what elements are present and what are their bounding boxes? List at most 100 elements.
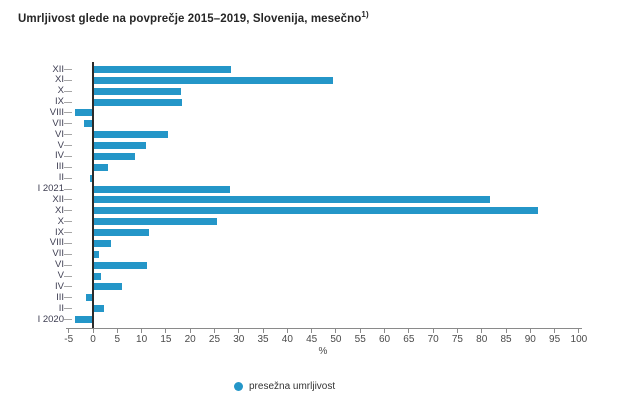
bar bbox=[93, 87, 182, 95]
category-label: I 2020 bbox=[37, 313, 64, 325]
bar bbox=[93, 185, 230, 193]
y-tick bbox=[64, 308, 72, 310]
x-tick bbox=[456, 329, 458, 333]
y-tick bbox=[64, 221, 72, 223]
x-tick bbox=[578, 329, 580, 333]
bar bbox=[93, 76, 333, 84]
bar bbox=[93, 229, 149, 237]
category-label: XII bbox=[52, 193, 64, 205]
bar bbox=[93, 196, 490, 204]
bar bbox=[84, 120, 93, 128]
x-tick bbox=[213, 329, 215, 333]
x-tick-label: 95 bbox=[549, 334, 561, 345]
category-label: IV bbox=[55, 280, 64, 292]
x-tick-label: 85 bbox=[500, 334, 512, 345]
x-tick bbox=[432, 329, 434, 333]
y-tick bbox=[64, 188, 72, 190]
y-tick bbox=[64, 199, 72, 201]
bar bbox=[93, 98, 183, 106]
x-tick-label: 60 bbox=[378, 334, 391, 345]
x-tick bbox=[92, 329, 94, 333]
bar bbox=[93, 250, 100, 258]
y-tick bbox=[64, 319, 72, 320]
x-tick-label: 0 bbox=[90, 334, 96, 345]
x-tick bbox=[286, 329, 288, 333]
y-tick bbox=[64, 232, 72, 234]
bar bbox=[93, 152, 136, 160]
x-axis-title: % bbox=[318, 346, 328, 357]
category-label: V bbox=[57, 270, 64, 282]
x-tick bbox=[189, 329, 191, 333]
category-label: III bbox=[56, 291, 64, 303]
category-label: VIII bbox=[49, 237, 64, 249]
bar bbox=[93, 66, 231, 73]
category-label: II bbox=[58, 172, 64, 184]
category-label: VIII bbox=[49, 106, 64, 118]
x-tick-label: 65 bbox=[403, 334, 415, 345]
category-label: I 2021 bbox=[37, 183, 64, 195]
legend: presežna umrljivost bbox=[234, 381, 335, 392]
category-label: IV bbox=[55, 150, 64, 162]
x-tick-label: -5 bbox=[64, 334, 74, 345]
zero-axis-line bbox=[92, 62, 94, 328]
bar bbox=[75, 316, 93, 323]
x-tick-label: 55 bbox=[354, 334, 366, 345]
y-tick bbox=[64, 90, 72, 92]
bar bbox=[93, 261, 147, 269]
y-tick bbox=[64, 145, 72, 147]
x-tick-label: 25 bbox=[208, 334, 221, 345]
x-tick bbox=[141, 329, 143, 333]
y-tick bbox=[64, 112, 72, 114]
category-label: XI bbox=[55, 74, 64, 86]
category-label: VI bbox=[55, 128, 64, 140]
bar bbox=[75, 109, 93, 117]
y-tick bbox=[64, 297, 72, 299]
x-tick-label: 90 bbox=[524, 334, 536, 345]
x-tick-label: 100 bbox=[570, 334, 588, 345]
y-tick bbox=[64, 155, 72, 157]
category-label: III bbox=[56, 161, 64, 173]
bar bbox=[93, 305, 104, 313]
x-tick bbox=[384, 329, 386, 333]
bar bbox=[93, 239, 112, 247]
x-tick-label: 5 bbox=[114, 334, 121, 345]
category-label: IX bbox=[55, 96, 64, 108]
x-tick bbox=[335, 329, 337, 333]
y-tick bbox=[64, 166, 72, 168]
x-tick bbox=[529, 329, 531, 333]
y-tick bbox=[64, 79, 72, 81]
category-label: V bbox=[57, 139, 64, 151]
x-tick bbox=[68, 329, 70, 333]
chart-title-text: Umrljivost glede na povprečje 2015–2019,… bbox=[18, 12, 362, 25]
x-tick-label: 20 bbox=[184, 334, 196, 345]
category-label: VI bbox=[55, 259, 64, 271]
category-label: XI bbox=[55, 204, 64, 216]
y-tick bbox=[64, 177, 72, 179]
bar bbox=[90, 174, 93, 182]
x-tick bbox=[505, 329, 507, 333]
x-tick-label: 80 bbox=[476, 334, 488, 345]
y-tick bbox=[64, 275, 72, 277]
bar bbox=[93, 131, 169, 139]
category-label: X bbox=[57, 215, 64, 227]
x-tick bbox=[165, 329, 167, 333]
bar bbox=[93, 142, 146, 150]
x-tick-label: 30 bbox=[233, 334, 245, 345]
x-tick bbox=[408, 329, 410, 333]
category-label: X bbox=[57, 85, 64, 97]
bar bbox=[93, 272, 101, 280]
x-tick bbox=[238, 329, 240, 333]
x-tick-label: 45 bbox=[306, 334, 318, 345]
x-tick bbox=[311, 329, 313, 333]
bar bbox=[93, 207, 538, 215]
x-tick-label: 35 bbox=[257, 334, 269, 345]
category-label: VII bbox=[52, 117, 64, 129]
y-tick bbox=[64, 69, 72, 70]
category-label: XII bbox=[52, 63, 64, 75]
x-tick bbox=[116, 329, 118, 333]
category-label: IX bbox=[55, 226, 64, 238]
x-tick-label: 70 bbox=[427, 334, 439, 345]
y-tick bbox=[64, 123, 72, 125]
y-tick bbox=[64, 134, 72, 136]
